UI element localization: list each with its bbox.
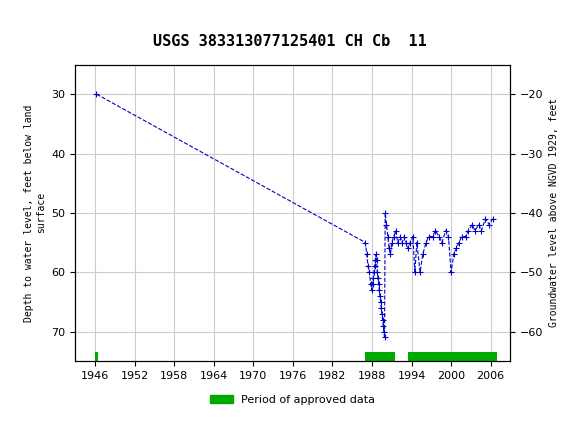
Legend: Period of approved data: Period of approved data: [206, 390, 380, 409]
Y-axis label: Groundwater level above NGVD 1929, feet: Groundwater level above NGVD 1929, feet: [549, 98, 559, 327]
Bar: [365, 352, 395, 361]
Y-axis label: Depth to water level, feet below land
surface: Depth to water level, feet below land su…: [24, 104, 46, 322]
Text: USGS 383313077125401 CH Cb  11: USGS 383313077125401 CH Cb 11: [153, 34, 427, 49]
Bar: [408, 352, 497, 361]
Bar: [95, 352, 99, 361]
Text: ⊠USGS: ⊠USGS: [12, 16, 70, 35]
